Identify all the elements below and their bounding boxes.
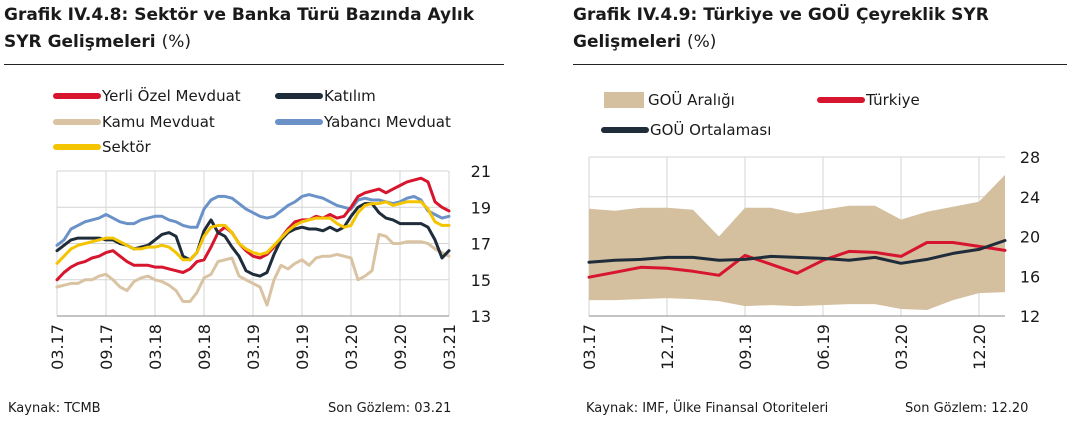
left-last-observation: Son Gözlem: 03.21	[328, 401, 452, 416]
right-chart-title: Grafik IV.4.9: Türkiye ve GOÜ Çeyreklik …	[573, 2, 989, 56]
y-tick-label: 17	[471, 235, 491, 254]
series-line-yerli-zel-mevduat	[55, 176, 451, 282]
legend-label: Türkiye	[865, 91, 920, 109]
right-last-observation: Son Gözlem: 12.20	[905, 401, 1029, 416]
left-title-rule	[4, 64, 504, 65]
x-tick-label: 03.20	[892, 324, 911, 370]
legend-label: GOÜ Ortalaması	[650, 120, 771, 139]
legend-label: Kamu Mevduat	[102, 113, 215, 131]
y-tick-label: 16	[1020, 267, 1040, 286]
legend: Yerli Özel Mevduat Katılım Kamu Mevduat Yab…	[53, 86, 451, 156]
right-title-line1: Grafik IV.4.9: Türkiye ve GOÜ Çeyreklik …	[573, 5, 989, 25]
y-tick-label: 20	[1020, 228, 1040, 247]
right-title-rule	[573, 64, 1067, 65]
x-tick-label: 03.21	[440, 324, 459, 370]
y-tick-label: 12	[1020, 307, 1040, 326]
x-tick-label: 09.19	[293, 324, 312, 370]
x-tick-label: 03.17	[580, 324, 599, 370]
y-tick-label: 21	[471, 162, 491, 181]
chart-1: 13 15 17 19 21 03.17 09.17 03.18 09.18 03.19 09.19…	[48, 86, 491, 370]
left-title-line1: Grafik IV.4.8: Sektör ve Banka Türü Bazı…	[4, 5, 475, 25]
left-title-unit: (%)	[161, 32, 191, 52]
x-tick-label: 12.17	[658, 324, 677, 370]
series-line-go-ortalamas-	[587, 239, 1007, 265]
x-tick-label: 03.20	[342, 324, 361, 370]
x-tick-label: 03.18	[146, 324, 165, 370]
x-tick-label: 09.20	[391, 324, 410, 370]
series-line-kamu-mevduat	[55, 232, 451, 307]
y-tick-label: 13	[471, 307, 491, 326]
left-source: Kaynak: TCMB	[8, 401, 101, 416]
right-title-unit: (%)	[687, 32, 717, 52]
y-tick-label: 19	[471, 198, 491, 217]
legend-label: Yerli Özel Mevduat	[101, 86, 241, 105]
legend-label: Yabancı Mevduat	[323, 113, 451, 131]
x-tick-label: 09.18	[195, 324, 214, 370]
series-line-t-rkiye	[587, 241, 1007, 279]
gridlines	[56, 170, 450, 317]
left-title-line2: SYR Gelişmeleri	[4, 32, 156, 52]
chart-2: 12 16 20 24 28 03.17 12.17 09.18 06.19 03.20 12.20…	[580, 90, 1040, 370]
right-source: Kaynak: IMF, Ülke Finansal Otoriteleri	[586, 401, 829, 416]
legend: GOÜ Aralığı Türkiye GOÜ Ortalaması	[601, 90, 920, 139]
x-tick-label: 12.20	[970, 324, 989, 370]
range-band-area	[589, 174, 1005, 310]
left-chart-title: Grafik IV.4.8: Sektör ve Banka Türü Bazı…	[4, 2, 474, 56]
legend-label: Sektör	[102, 138, 151, 156]
x-tick-label: 03.17	[48, 324, 67, 370]
y-tick-label: 24	[1020, 188, 1040, 207]
legend-label: Katılım	[324, 87, 376, 105]
x-tick-label: 09.17	[97, 324, 116, 370]
right-title-line2: Gelişmeleri	[573, 32, 682, 52]
x-tick-label: 09.18	[736, 324, 755, 370]
series-line-sekt-r	[55, 200, 451, 265]
y-tick-label: 15	[471, 271, 491, 290]
legend-swatch-go-aral-	[604, 92, 644, 108]
y-tick-label: 28	[1020, 148, 1040, 167]
x-tick-label: 06.19	[814, 324, 833, 370]
legend-label: GOÜ Aralığı	[648, 90, 735, 109]
x-tick-label: 03.19	[244, 324, 263, 370]
